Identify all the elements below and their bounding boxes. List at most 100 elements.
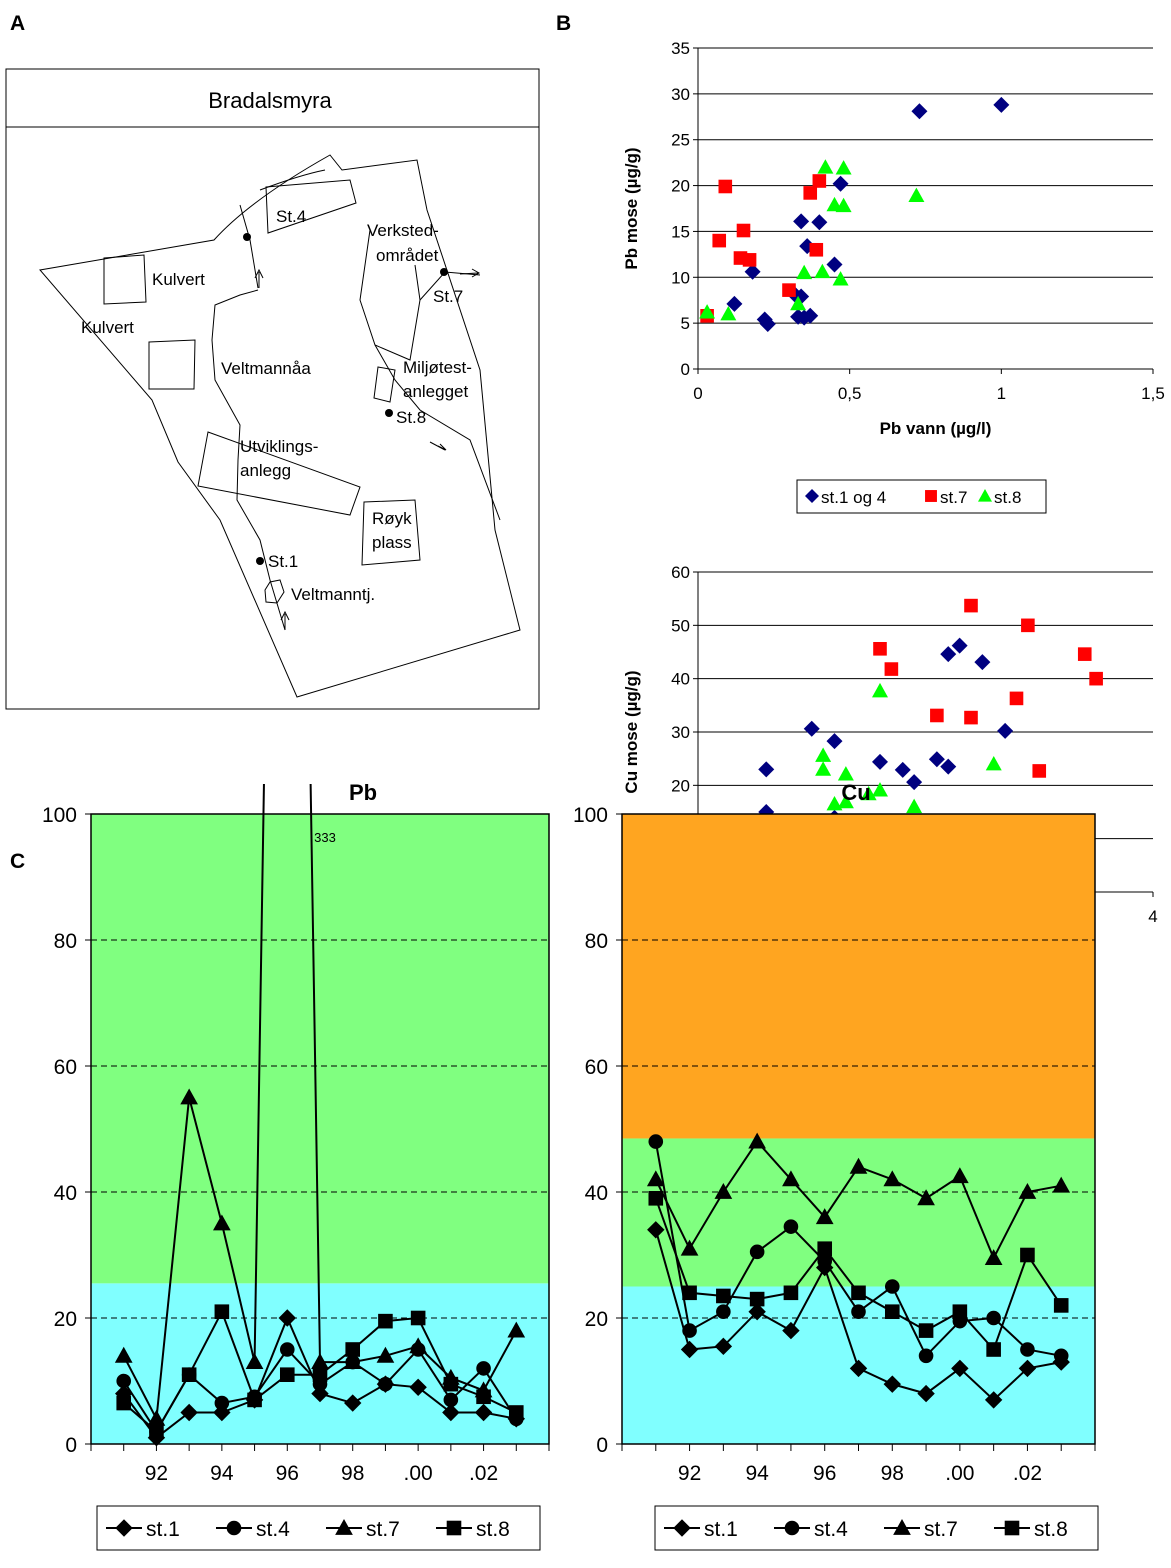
data-point [507,1321,526,1338]
flow-arrow-st1 [280,610,290,630]
data-point [759,316,776,333]
data-point [682,1323,697,1338]
threshold-band [91,814,549,1284]
data-point [783,1285,799,1301]
pb-line-legend: st.1 st.4 st.7 st.8 [96,1505,541,1551]
y-tick-label: 50 [671,616,690,635]
x-tick-label: 98 [881,1462,904,1485]
y-tick-label: 10 [671,268,690,287]
data-point [1052,1176,1071,1193]
data-point [951,637,968,654]
station-points [243,233,448,565]
legend-marker-icon [446,1520,462,1536]
data-point [718,179,733,194]
x-tick-label: .02 [469,1462,498,1485]
legend-label: st.7 [940,488,967,507]
data-point [1021,618,1035,633]
legend-marker-icon [115,1519,133,1537]
data-point [758,761,775,778]
data-point [1032,764,1047,778]
data-point [278,1309,296,1327]
flow-arrow-st4 [254,268,264,288]
legend-marker-icon [784,1520,800,1536]
y-tick-label: 0 [681,360,690,379]
data-point [213,1214,231,1231]
station-st4-point [243,233,251,241]
y-tick-label: 35 [671,39,690,58]
data-point [811,214,828,231]
map-label-royk-2: plass [372,533,412,552]
data-point [817,1254,833,1269]
stream-veltmannaa [211,289,286,631]
y-tick-label: 60 [585,1056,608,1079]
data-point [345,1342,361,1357]
data-point [997,722,1014,739]
data-point [376,1346,395,1363]
y-tick-label: 20 [585,1308,608,1331]
panel-label-b: B [556,12,571,35]
map-label-st7: St.7 [433,287,463,306]
station-st1-point [256,557,264,565]
legend-label: st.8 [994,488,1021,507]
map-title: Bradalsmyra [208,88,332,113]
legend-label: st.8 [476,1518,510,1541]
map-frame [5,68,540,710]
data-point [716,1288,731,1304]
data-point [1020,1342,1035,1357]
map-label-kulvert-upper: Kulvert [152,270,205,289]
data-point [247,1392,262,1408]
data-point [986,1310,1001,1326]
data-point [826,256,843,273]
y-tick-label: 25 [671,131,690,150]
data-point [826,733,843,750]
data-point [809,242,824,257]
data-point [984,1249,1003,1266]
data-point [476,1389,491,1405]
data-point [1053,1298,1069,1313]
panel-label-a: A [10,12,25,35]
map-label-veltmanntj: Veltmanntj. [291,585,375,604]
data-point [793,213,810,230]
y-tick-label: 100 [42,804,77,827]
legend-box [796,479,1047,514]
data-point [409,1337,427,1354]
y-tick-label: 80 [585,930,608,953]
map-label-kulvert-lower: Kulvert [81,318,134,337]
data-point [908,187,925,203]
pb-scatter-chart: 0 5 10 15 20 25 30 35 0 0,5 1 1,5 Pb vann (µg/l) Pb m… [622,39,1165,438]
data-point [872,782,888,797]
data-point [749,1244,765,1260]
data-point [872,682,888,698]
area-boundary [39,154,521,698]
y-tick-label: 60 [54,1056,77,1079]
data-point [815,1208,834,1225]
data-point [951,1167,969,1184]
data-point [648,1134,664,1149]
data-point [873,642,887,656]
pb-scatter-legend: st.1 og 4 st.7 st.8 [796,479,1047,514]
x-tick-label: 94 [745,1462,769,1485]
data-point [782,1170,800,1187]
y-tick-label: 30 [671,85,690,104]
legend-marker-icon [893,1518,911,1535]
data-point [749,1291,765,1307]
legend-label: st.7 [924,1518,958,1541]
data-point [790,295,807,311]
data-point [443,1392,459,1408]
y-tick-label: 100 [573,804,608,827]
data-point [837,766,854,781]
veltmanntjern-outline [264,579,285,604]
y-tick-label: 40 [585,1182,608,1205]
x-tick-label: 0 [693,384,702,403]
data-point [835,197,852,213]
data-point [815,747,832,762]
data-point [680,1239,699,1256]
data-point [508,1405,524,1420]
data-point [917,1189,935,1206]
data-point [930,708,944,723]
legend-marker-icon [226,1520,242,1536]
data-point [851,1285,866,1301]
stream-st4 [239,204,259,289]
data-point [803,186,818,200]
data-point [796,264,813,280]
